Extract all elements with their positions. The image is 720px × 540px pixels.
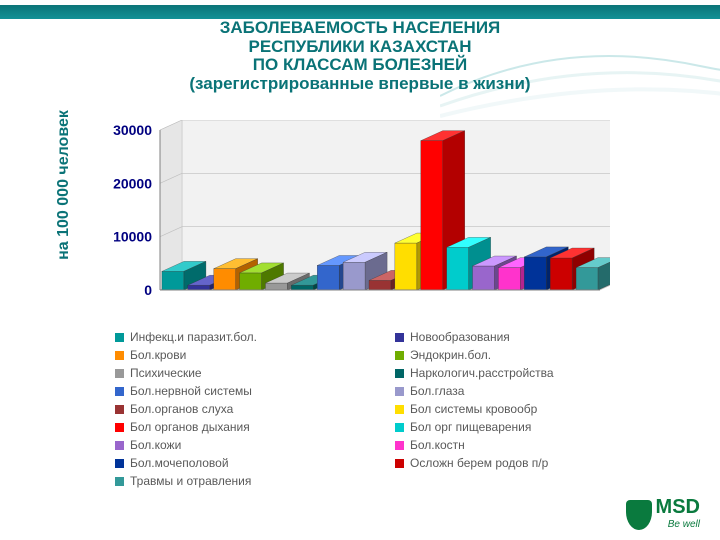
legend-label: Наркологич.расстройства xyxy=(410,366,554,380)
legend-swatch xyxy=(395,333,404,342)
legend-swatch xyxy=(115,405,124,414)
title-line-3: ПО КЛАССАМ БОЛЕЗНЕЙ xyxy=(0,56,720,75)
bar-chart: 0 10000 20000 30000 xyxy=(90,120,610,310)
legend-item: Бол.нервной системы xyxy=(115,384,395,398)
legend-swatch xyxy=(395,387,404,396)
legend-item: Осложн берем родов п/р xyxy=(395,456,675,470)
legend-label: Бол орг пищеварения xyxy=(410,420,531,434)
logo-brand: MSD xyxy=(656,496,700,519)
legend-label: Бол.мочеполовой xyxy=(130,456,229,470)
legend-item: Бол орг пищеварения xyxy=(395,420,675,434)
legend-label: Бол.костн xyxy=(410,438,465,452)
legend-swatch xyxy=(115,441,124,450)
legend-swatch xyxy=(115,387,124,396)
legend-item: Травмы и отравления xyxy=(115,474,395,488)
legend-swatch xyxy=(395,459,404,468)
legend-swatch xyxy=(115,369,124,378)
legend-item: Бол.органов слуха xyxy=(115,402,395,416)
legend-swatch xyxy=(395,423,404,432)
legend-swatch xyxy=(395,405,404,414)
legend-label: Травмы и отравления xyxy=(130,474,251,488)
legend-swatch xyxy=(395,351,404,360)
legend-item: Бол.крови xyxy=(115,348,395,362)
legend-item: Бол.глаза xyxy=(395,384,675,398)
legend-item: Инфекц.и паразит.бол. xyxy=(115,330,395,344)
legend-label: Бол.органов слуха xyxy=(130,402,233,416)
legend-label: Осложн берем родов п/р xyxy=(410,456,548,470)
legend-label: Бол системы кровообр xyxy=(410,402,537,416)
y-axis-label: на 100 000 человек xyxy=(55,95,73,275)
title-line-2: РЕСПУБЛИКИ КАЗАХСТАН xyxy=(0,38,720,57)
legend-swatch xyxy=(115,423,124,432)
legend-swatch xyxy=(395,369,404,378)
legend-item: Эндокрин.бол. xyxy=(395,348,675,362)
title-line-1: ЗАБОЛЕВАЕМОСТЬ НАСЕЛЕНИЯ xyxy=(0,19,720,38)
legend-item: Бол органов дыхания xyxy=(115,420,395,434)
legend-swatch xyxy=(115,477,124,486)
legend-label: Бол органов дыхания xyxy=(130,420,250,434)
legend-item: Психические xyxy=(115,366,395,380)
svg-text:20000: 20000 xyxy=(113,175,152,191)
legend-label: Бол.нервной системы xyxy=(130,384,252,398)
legend-item: Бол системы кровообр xyxy=(395,402,675,416)
logo-shield-icon xyxy=(626,500,652,530)
legend-label: Психические xyxy=(130,366,202,380)
legend-swatch xyxy=(115,351,124,360)
legend-swatch xyxy=(115,333,124,342)
legend-item: Бол.мочеполовой xyxy=(115,456,395,470)
legend-label: Эндокрин.бол. xyxy=(410,348,491,362)
legend-label: Бол.глаза xyxy=(410,384,464,398)
logo-tagline: Be well xyxy=(656,519,700,530)
legend-swatch xyxy=(115,459,124,468)
legend-swatch xyxy=(395,441,404,450)
brand-logo: MSD Be well xyxy=(626,496,700,530)
legend-item: Наркологич.расстройства xyxy=(395,366,675,380)
legend-label: Бол.кожи xyxy=(130,438,181,452)
svg-text:10000: 10000 xyxy=(113,229,152,245)
legend-label: Инфекц.и паразит.бол. xyxy=(130,330,257,344)
legend-item: Новообразования xyxy=(395,330,675,344)
legend-item: Бол.кожи xyxy=(115,438,395,452)
legend-item: Бол.костн xyxy=(395,438,675,452)
svg-text:30000: 30000 xyxy=(113,122,152,138)
legend-label: Новообразования xyxy=(410,330,510,344)
legend-label: Бол.крови xyxy=(130,348,186,362)
chart-legend: Инфекц.и паразит.бол. Новообразования Бол.… xyxy=(115,330,675,488)
title-line-4: (зарегистрированные впервые в жизни) xyxy=(0,75,720,94)
svg-text:0: 0 xyxy=(144,282,152,298)
chart-title: ЗАБОЛЕВАЕМОСТЬ НАСЕЛЕНИЯ РЕСПУБЛИКИ КАЗА… xyxy=(0,19,720,94)
header-band xyxy=(0,5,720,19)
